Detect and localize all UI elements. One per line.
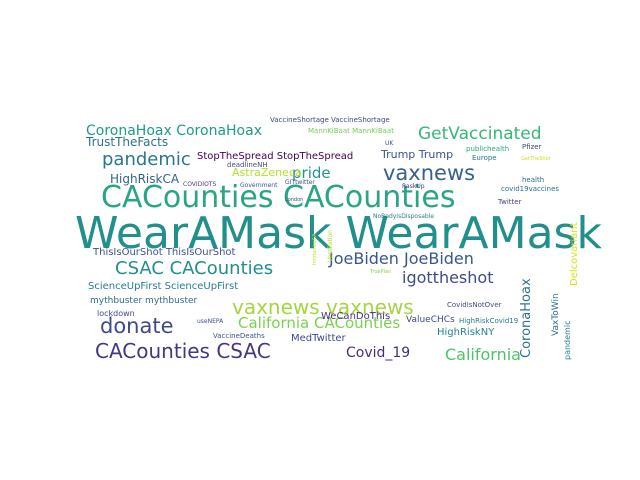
- word: CACounties CACounties: [101, 180, 456, 215]
- word: TrustTheFacts: [86, 135, 169, 149]
- word: ImmunizeCA: [312, 233, 318, 265]
- word: Ventilation: [327, 230, 334, 262]
- word: pandemic: [102, 149, 191, 170]
- word: MedTwitter: [291, 333, 346, 344]
- word: VaxToWin: [551, 293, 561, 336]
- word: COVIDIOTS: [183, 181, 217, 188]
- word: Trump Trump: [381, 148, 454, 161]
- word: JoeBiden JoeBiden: [329, 249, 474, 268]
- word: health: [522, 176, 545, 184]
- word: Delcovariant: [569, 222, 580, 286]
- word: GetTheShot: [521, 156, 551, 162]
- word: HighRiskCA: [110, 172, 180, 186]
- word: TruePlan: [370, 269, 392, 275]
- word: vaxnews vaxnews: [232, 295, 414, 319]
- word: California: [445, 345, 521, 364]
- word: covid19vaccines: [501, 185, 560, 193]
- word: VaccineShortage VaccineShortage: [270, 116, 390, 124]
- word: GITtwitter: [285, 179, 315, 186]
- word: MannKiBaat MannKiBaat: [308, 127, 394, 135]
- word: publichealth: [466, 145, 510, 153]
- word: UK: [385, 140, 394, 147]
- word: AstraZeneca: [232, 166, 302, 179]
- word: VaccineDeaths: [213, 332, 265, 340]
- word: ScienceUpFirst ScienceUpFirst: [88, 281, 239, 292]
- word: CoronaHoax CoronaHoax: [86, 123, 262, 139]
- word: pandemic: [563, 320, 572, 360]
- word: London: [285, 197, 304, 203]
- word: Covid_19: [346, 345, 411, 361]
- word: NoBodyIsDisposable: [373, 213, 435, 220]
- word: lockdown: [97, 309, 135, 318]
- word: Government: [240, 182, 278, 189]
- word: WeCanDoThis: [321, 311, 391, 322]
- word: deadlineNH: [227, 161, 268, 169]
- word: igottheshot: [402, 268, 494, 287]
- word: CACounties CSAC: [95, 339, 271, 363]
- word: StopTheSpread StopTheSpread: [197, 151, 354, 162]
- word: CovidIsNotOver: [447, 301, 502, 309]
- word: WearAMask WearAMask: [75, 208, 602, 259]
- word: GetVaccinated: [418, 124, 542, 144]
- word: HighRiskCovid19: [459, 317, 519, 325]
- word: California CACounties: [238, 314, 401, 332]
- word: Europe: [472, 154, 497, 162]
- word: vaxnews: [383, 161, 476, 185]
- word: Pfizer: [522, 143, 542, 151]
- word: mythbuster mythbuster: [90, 296, 198, 306]
- word: CSAC CACounties: [115, 258, 274, 279]
- word: HighRiskNY: [437, 327, 495, 338]
- word: useNEPA: [197, 318, 224, 325]
- word: Twitter: [498, 198, 522, 206]
- word: ThisIsOurShot ThisIsOurShot: [93, 247, 236, 258]
- word: pride: [292, 164, 331, 182]
- word: CoronaHoax: [519, 278, 534, 358]
- word: RaskUp: [402, 183, 425, 190]
- word: donate: [100, 314, 174, 338]
- word: ValueCHCs: [406, 315, 455, 325]
